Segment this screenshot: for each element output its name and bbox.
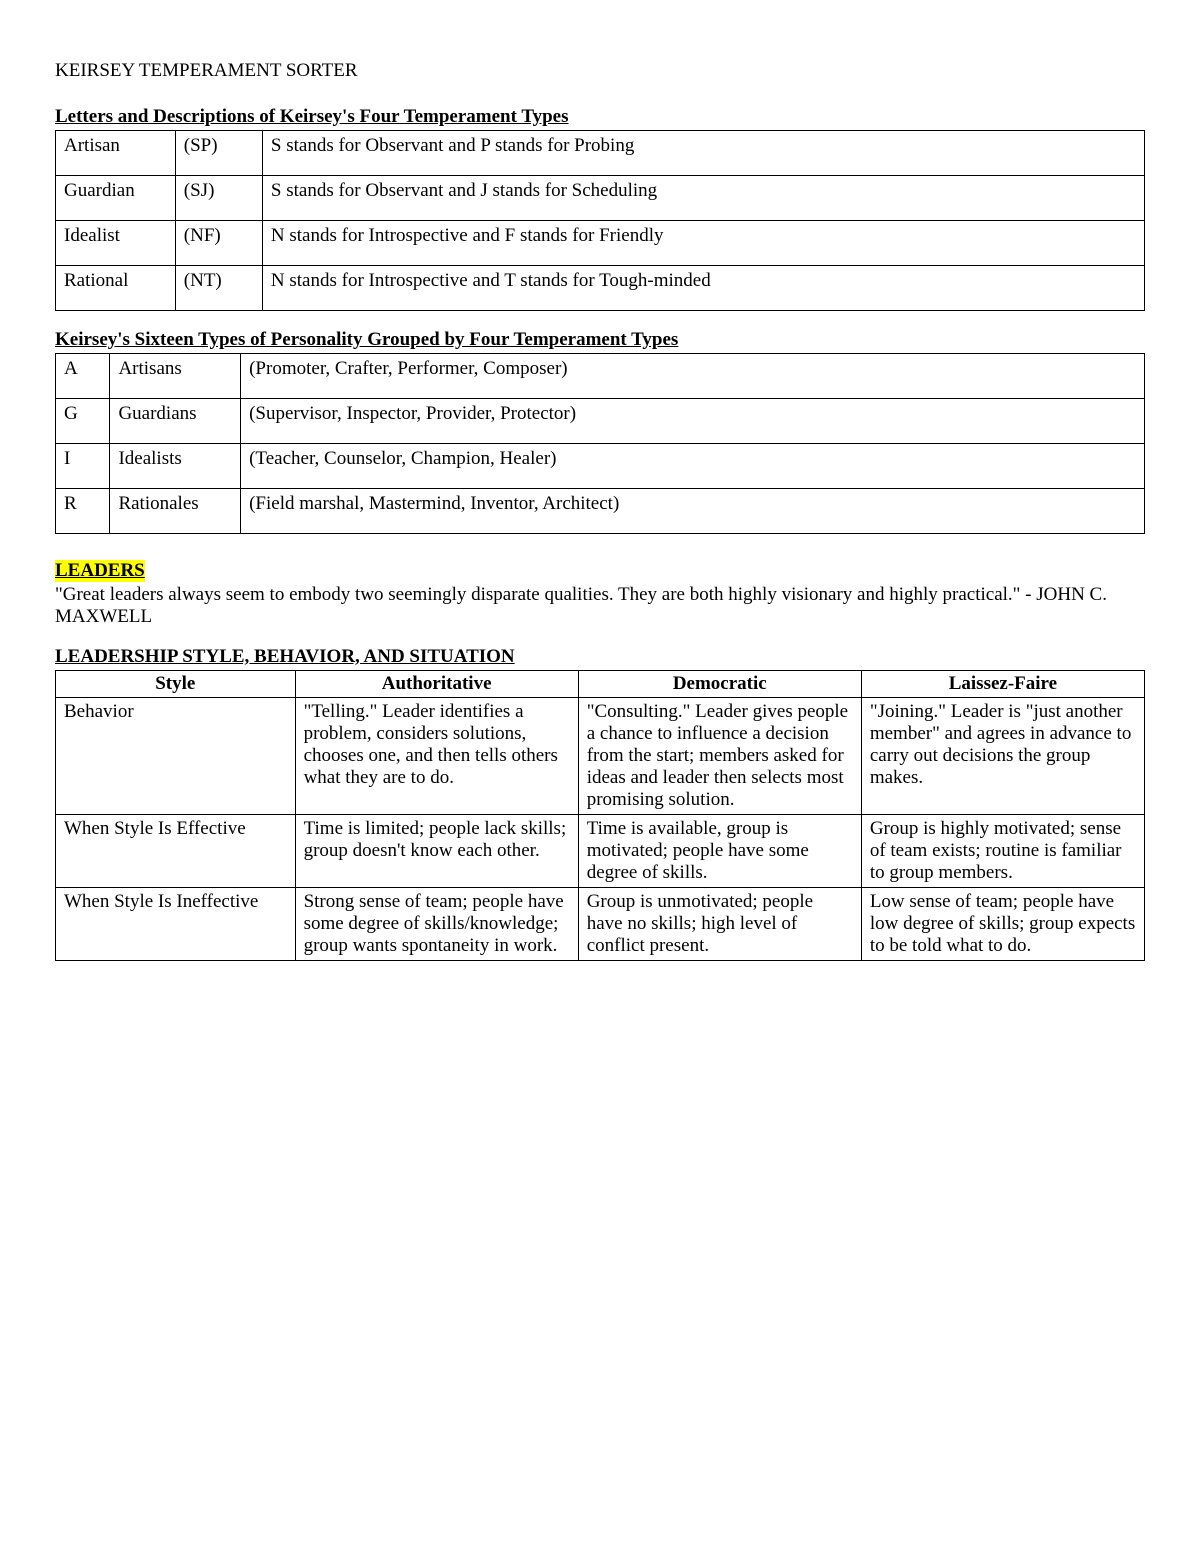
table-row: I Idealists (Teacher, Counselor, Champio… bbox=[56, 444, 1145, 489]
cell-laissez-faire: "Joining." Leader is "just another membe… bbox=[861, 698, 1144, 815]
col-header-laissez-faire: Laissez-Faire bbox=[861, 671, 1144, 698]
type-desc: N stands for Introspective and F stands … bbox=[262, 221, 1144, 266]
table-row: G Guardians (Supervisor, Inspector, Prov… bbox=[56, 399, 1145, 444]
page-title: KEIRSEY TEMPERAMENT SORTER bbox=[55, 60, 1145, 82]
type-desc: S stands for Observant and J stands for … bbox=[262, 176, 1144, 221]
cell-democratic: "Consulting." Leader gives people a chan… bbox=[578, 698, 861, 815]
leadership-style-table: Style Authoritative Democratic Laissez-F… bbox=[55, 670, 1145, 961]
type-code: (SJ) bbox=[175, 176, 262, 221]
group-name: Artisans bbox=[110, 354, 241, 399]
section2-heading: Keirsey's Sixteen Types of Personality G… bbox=[55, 329, 1145, 351]
group-letter: G bbox=[56, 399, 110, 444]
table-row: Idealist (NF) N stands for Introspective… bbox=[56, 221, 1145, 266]
group-members: (Field marshal, Mastermind, Inventor, Ar… bbox=[241, 489, 1145, 534]
cell-laissez-faire: Group is highly motivated; sense of team… bbox=[861, 815, 1144, 888]
group-letter: A bbox=[56, 354, 110, 399]
row-label: When Style Is Effective bbox=[56, 815, 296, 888]
col-header-democratic: Democratic bbox=[578, 671, 861, 698]
table-row: R Rationales (Field marshal, Mastermind,… bbox=[56, 489, 1145, 534]
temperament-types-table: Artisan (SP) S stands for Observant and … bbox=[55, 130, 1145, 311]
group-letter: I bbox=[56, 444, 110, 489]
type-code: (SP) bbox=[175, 131, 262, 176]
group-members: (Promoter, Crafter, Performer, Composer) bbox=[241, 354, 1145, 399]
table-row: Behavior "Telling." Leader identifies a … bbox=[56, 698, 1145, 815]
type-code: (NF) bbox=[175, 221, 262, 266]
table-row: Guardian (SJ) S stands for Observant and… bbox=[56, 176, 1145, 221]
cell-democratic: Time is available, group is motivated; p… bbox=[578, 815, 861, 888]
type-name: Rational bbox=[56, 266, 176, 311]
group-members: (Supervisor, Inspector, Provider, Protec… bbox=[241, 399, 1145, 444]
cell-democratic: Group is unmotivated; people have no ski… bbox=[578, 888, 861, 961]
cell-authoritative: "Telling." Leader identifies a problem, … bbox=[295, 698, 578, 815]
table-row: When Style Is Effective Time is limited;… bbox=[56, 815, 1145, 888]
group-name: Guardians bbox=[110, 399, 241, 444]
type-desc: N stands for Introspective and T stands … bbox=[262, 266, 1144, 311]
leaders-label: LEADERS bbox=[55, 560, 145, 582]
section3-heading: LEADERSHIP STYLE, BEHAVIOR, AND SITUATIO… bbox=[55, 646, 1145, 668]
group-name: Idealists bbox=[110, 444, 241, 489]
table-row: Rational (NT) N stands for Introspective… bbox=[56, 266, 1145, 311]
type-name: Artisan bbox=[56, 131, 176, 176]
section1-heading: Letters and Descriptions of Keirsey's Fo… bbox=[55, 106, 1145, 128]
group-letter: R bbox=[56, 489, 110, 534]
table-row: A Artisans (Promoter, Crafter, Performer… bbox=[56, 354, 1145, 399]
type-code: (NT) bbox=[175, 266, 262, 311]
table-row: When Style Is Ineffective Strong sense o… bbox=[56, 888, 1145, 961]
type-desc: S stands for Observant and P stands for … bbox=[262, 131, 1144, 176]
col-header-authoritative: Authoritative bbox=[295, 671, 578, 698]
type-name: Guardian bbox=[56, 176, 176, 221]
group-members: (Teacher, Counselor, Champion, Healer) bbox=[241, 444, 1145, 489]
type-name: Idealist bbox=[56, 221, 176, 266]
leaders-quote: "Great leaders always seem to embody two… bbox=[55, 584, 1145, 628]
row-label: Behavior bbox=[56, 698, 296, 815]
cell-laissez-faire: Low sense of team; people have low degre… bbox=[861, 888, 1144, 961]
cell-authoritative: Time is limited; people lack skills; gro… bbox=[295, 815, 578, 888]
row-label: When Style Is Ineffective bbox=[56, 888, 296, 961]
table-header-row: Style Authoritative Democratic Laissez-F… bbox=[56, 671, 1145, 698]
table-row: Artisan (SP) S stands for Observant and … bbox=[56, 131, 1145, 176]
cell-authoritative: Strong sense of team; people have some d… bbox=[295, 888, 578, 961]
col-header-style: Style bbox=[56, 671, 296, 698]
personality-groups-table: A Artisans (Promoter, Crafter, Performer… bbox=[55, 353, 1145, 534]
group-name: Rationales bbox=[110, 489, 241, 534]
